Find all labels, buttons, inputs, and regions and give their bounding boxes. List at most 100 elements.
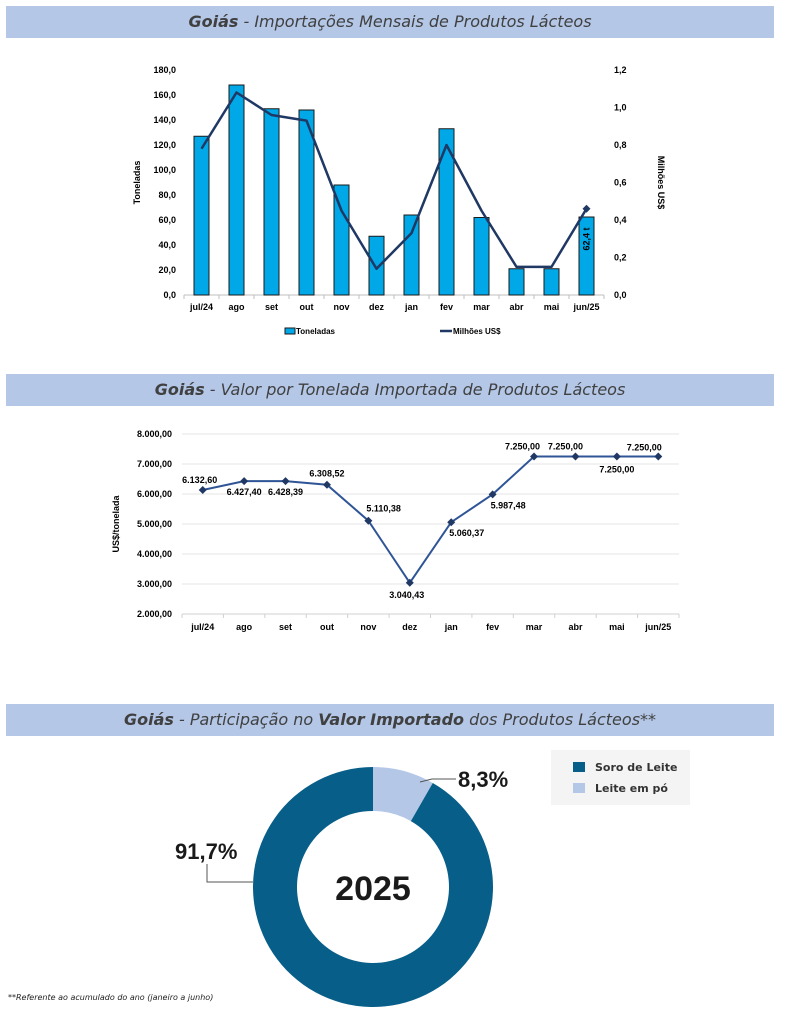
y-tick-label: 180,0 bbox=[153, 65, 176, 75]
x-tick-label: abr bbox=[509, 302, 524, 312]
y-tick-label: 7.000,00 bbox=[137, 459, 172, 469]
data-point bbox=[281, 477, 290, 486]
data-point bbox=[405, 578, 414, 587]
x-tick-label: ago bbox=[228, 302, 245, 312]
x-tick-label: set bbox=[279, 622, 292, 632]
data-point bbox=[571, 452, 580, 461]
title-state: Goiás bbox=[154, 380, 205, 399]
x-tick-label: ago bbox=[236, 622, 253, 632]
y2-axis-title: Milhões US$ bbox=[656, 156, 666, 210]
bar bbox=[368, 235, 385, 296]
y-tick-label: 60,0 bbox=[158, 215, 176, 225]
y-tick-label: 20,0 bbox=[158, 265, 176, 275]
data-point bbox=[198, 486, 207, 495]
y-tick-label: 100,0 bbox=[153, 165, 176, 175]
section-title-share: Goiás - Participação no Valor Importado … bbox=[6, 704, 774, 736]
y-tick-label: 2.000,00 bbox=[137, 609, 172, 619]
bar bbox=[298, 109, 315, 296]
y-tick-label: 6.000,00 bbox=[137, 489, 172, 499]
x-tick-label: dez bbox=[402, 622, 418, 632]
x-tick-label: jul/24 bbox=[189, 302, 213, 312]
data-label: 6.428,39 bbox=[268, 487, 303, 497]
line-marker bbox=[582, 204, 591, 213]
legend-swatch-soro bbox=[573, 762, 585, 772]
title-text: - Importações Mensais de Produtos Lácteo… bbox=[238, 12, 592, 31]
data-point bbox=[364, 516, 373, 525]
data-point bbox=[530, 452, 539, 461]
x-tick-label: fev bbox=[440, 302, 453, 312]
x-tick-label: mar bbox=[526, 622, 543, 632]
footnote: **Referente ao acumulado do ano (janeiro… bbox=[8, 993, 214, 1002]
slice-label: 8,3% bbox=[458, 767, 508, 792]
x-tick-label: nov bbox=[360, 622, 376, 632]
x-tick-label: mai bbox=[544, 302, 560, 312]
bar bbox=[508, 268, 525, 296]
x-tick-label: dez bbox=[369, 302, 385, 312]
y-tick-label: 4.000,00 bbox=[137, 549, 172, 559]
data-label: 6.427,40 bbox=[227, 487, 262, 497]
x-tick-label: jun/25 bbox=[572, 302, 599, 312]
title-text-end: dos Produtos Lácteos** bbox=[464, 710, 657, 729]
x-tick-label: set bbox=[265, 302, 278, 312]
data-point bbox=[654, 452, 663, 461]
x-tick-label: jul/24 bbox=[190, 622, 214, 632]
data-label: 7.250,00 bbox=[627, 443, 662, 453]
bar bbox=[228, 84, 245, 296]
x-tick-label: abr bbox=[568, 622, 583, 632]
section-title-imports: Goiás - Importações Mensais de Produtos … bbox=[6, 6, 774, 38]
y-tick-label: 3.000,00 bbox=[137, 579, 172, 589]
bar bbox=[473, 217, 490, 296]
section-title-price: Goiás - Valor por Tonelada Importada de … bbox=[6, 374, 774, 406]
title-text: - Valor por Tonelada Importada de Produt… bbox=[204, 380, 626, 399]
y-axis-title: Toneladas bbox=[132, 161, 142, 205]
imports-chart: 0,0 20,0 40,0 60,0 80,0 100,0 120,0 140,0 160,0 1… bbox=[132, 65, 666, 336]
x-tick-label: nov bbox=[333, 302, 349, 312]
bar bbox=[333, 184, 350, 296]
bar bbox=[403, 214, 420, 296]
leader-line bbox=[206, 864, 253, 883]
title-text: - Participação no bbox=[173, 710, 319, 729]
x-tick-label: mai bbox=[609, 622, 625, 632]
legend-label: Leite em pó bbox=[595, 782, 668, 795]
y2-tick-label: 0,8 bbox=[614, 140, 627, 150]
y-tick-label: 120,0 bbox=[153, 140, 176, 150]
x-tick-label: jan bbox=[444, 622, 458, 632]
data-point bbox=[240, 477, 249, 486]
y-tick-label: 160,0 bbox=[153, 90, 176, 100]
x-tick-label: jan bbox=[404, 302, 418, 312]
data-label: 7.250,00 bbox=[548, 442, 583, 452]
y2-tick-label: 0,0 bbox=[614, 290, 627, 300]
y-tick-label: 80,0 bbox=[158, 190, 176, 200]
donut-slice bbox=[373, 767, 433, 822]
bar bbox=[543, 268, 560, 296]
line-series-price bbox=[202, 455, 659, 585]
bar bbox=[438, 128, 455, 296]
legend-label: Toneladas bbox=[296, 327, 336, 336]
donut-center-label: 2025 bbox=[335, 870, 411, 908]
data-label: 3.040,43 bbox=[389, 590, 424, 600]
x-tick-label: fev bbox=[486, 622, 499, 632]
data-point bbox=[488, 490, 497, 499]
data-label: 6.132,60 bbox=[182, 475, 217, 485]
title-state: Goiás bbox=[188, 12, 239, 31]
donut-legend: Soro de Leite Leite em pó bbox=[551, 750, 690, 805]
y2-tick-label: 0,6 bbox=[614, 178, 627, 188]
data-label: 5.060,37 bbox=[449, 528, 484, 538]
leader-line bbox=[419, 778, 456, 783]
legend-swatch-toneladas bbox=[284, 327, 296, 335]
data-point bbox=[612, 452, 621, 461]
bar bbox=[193, 135, 210, 296]
data-label: 7.250,00 bbox=[505, 442, 540, 452]
slice-label: 91,7% bbox=[175, 839, 237, 864]
y2-tick-label: 1,2 bbox=[614, 65, 627, 75]
x-tick-label: out bbox=[300, 302, 314, 312]
y2-tick-label: 0,2 bbox=[614, 253, 627, 263]
data-point bbox=[322, 480, 331, 489]
x-tick-label: jun/25 bbox=[644, 622, 671, 632]
title-emphasis: Valor Importado bbox=[318, 710, 465, 729]
bar bbox=[263, 108, 280, 296]
title-state: Goiás bbox=[123, 710, 174, 729]
data-label: 5.110,38 bbox=[366, 504, 401, 514]
y2-tick-label: 0,4 bbox=[614, 215, 627, 225]
price-chart: 2.000,00 3.000,00 4.000,00 5.000,00 6.000,00… bbox=[111, 429, 680, 632]
